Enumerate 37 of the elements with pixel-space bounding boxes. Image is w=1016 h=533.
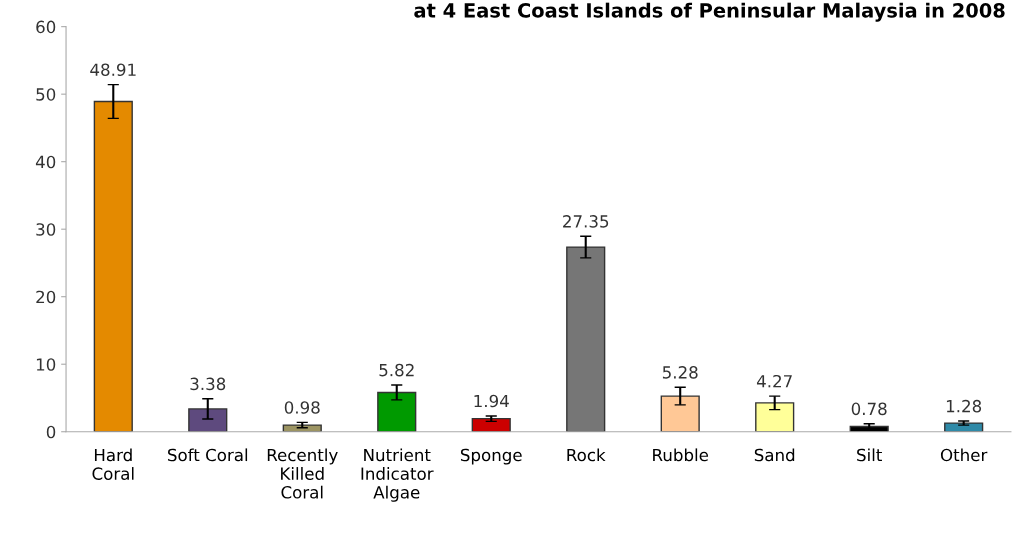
x-tick-label: Silt (857, 448, 882, 462)
bar (93, 100, 133, 432)
data-label: 48.91 (90, 63, 136, 77)
y-tick-label: 30 (36, 223, 56, 236)
data-label: 4.27 (756, 374, 792, 388)
bar (377, 391, 417, 432)
x-tick-label: Hard Coral (92, 448, 134, 480)
x-tick-label: Sand (754, 448, 795, 462)
y-tick-label: 60 (36, 20, 56, 34)
data-label: 27.35 (563, 215, 609, 228)
bar (944, 422, 984, 432)
bar (471, 417, 511, 432)
bar (282, 424, 322, 432)
data-label: 3.38 (190, 377, 226, 391)
x-tick-label: Rock (567, 448, 606, 462)
y-tick-label: 10 (36, 358, 56, 371)
bar (188, 408, 228, 432)
x-tick-label: Nutrient Indicator Algae (361, 448, 434, 502)
bar (566, 246, 606, 432)
data-label: 1.94 (474, 394, 509, 408)
data-label: 0.78 (851, 402, 887, 416)
y-tick-label: 20 (36, 290, 56, 304)
chart-title: at 4 East Coast Islands of Peninsular Malaysia in 2008 (414, 2, 1005, 22)
x-tick-label: Rubble (653, 448, 709, 462)
data-label: 5.28 (662, 366, 698, 379)
y-tick-label: 50 (36, 88, 56, 101)
data-label: 0.98 (284, 401, 320, 414)
x-tick-label: Soft Coral (168, 448, 248, 462)
y-tick-label: 0 (46, 425, 56, 439)
x-tick-label: Recently Killed Coral (267, 448, 338, 499)
bar (755, 402, 795, 432)
y-tick-label: 40 (35, 155, 56, 169)
bar (660, 395, 700, 432)
data-label: 5.82 (379, 363, 414, 377)
x-tick-label: Other (940, 448, 988, 462)
data-label: 1.28 (946, 399, 982, 413)
x-tick-label: Sponge (460, 448, 522, 465)
